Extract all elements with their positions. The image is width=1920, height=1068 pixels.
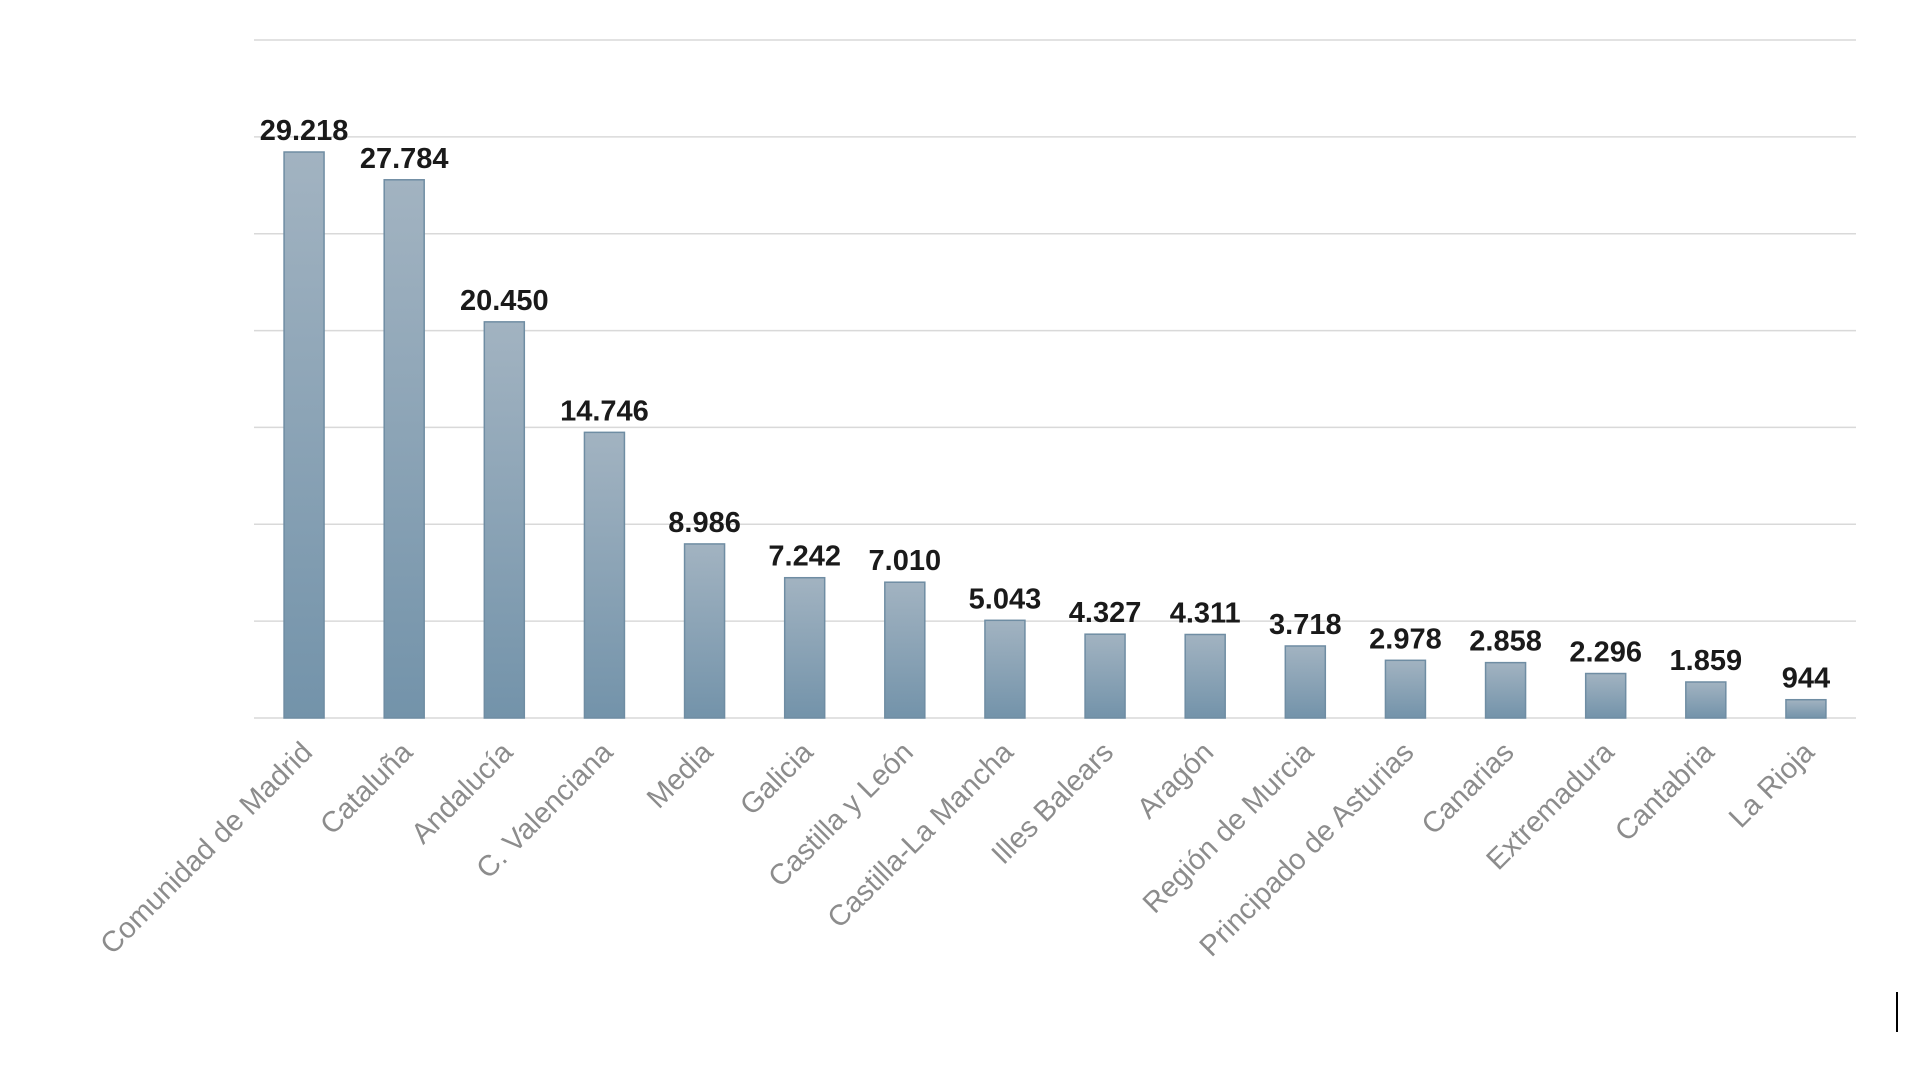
bar bbox=[984, 619, 1026, 719]
data-label: 5.043 bbox=[969, 583, 1042, 615]
data-label: 7.010 bbox=[869, 545, 942, 577]
bar bbox=[1284, 645, 1327, 719]
data-label: 2.978 bbox=[1369, 623, 1442, 655]
bar bbox=[1084, 633, 1126, 719]
data-label: 20.450 bbox=[460, 285, 549, 317]
bar bbox=[1184, 633, 1226, 719]
bar bbox=[483, 321, 526, 719]
bar bbox=[683, 543, 726, 719]
bar bbox=[583, 431, 626, 719]
bar bbox=[783, 576, 826, 719]
data-label: 14.746 bbox=[560, 395, 649, 427]
x-tick-label: Castilla-La Mancha bbox=[822, 736, 1021, 935]
bar bbox=[1384, 659, 1427, 719]
x-tick-label: Comunidad de Madrid bbox=[95, 736, 319, 960]
bar bbox=[283, 151, 325, 719]
data-label: 2.858 bbox=[1469, 626, 1542, 658]
x-tick-label: Galicia bbox=[734, 736, 820, 822]
data-label: 27.784 bbox=[360, 143, 449, 175]
data-label: 944 bbox=[1782, 663, 1830, 695]
bar bbox=[1785, 698, 1827, 719]
bars bbox=[283, 151, 1827, 719]
x-tick-label: Cataluña bbox=[314, 736, 419, 841]
data-label: 8.986 bbox=[668, 507, 741, 539]
data-label: 3.718 bbox=[1269, 609, 1342, 641]
x-tick-label: Región de Murcia bbox=[1137, 736, 1321, 920]
data-label: 7.242 bbox=[768, 541, 841, 573]
x-tick-label: Canarias bbox=[1416, 736, 1521, 841]
x-tick-label: La Rioja bbox=[1723, 736, 1821, 834]
data-label: 2.296 bbox=[1569, 637, 1642, 669]
data-labels: 29.218 27.784 20.450 14.746 8.986 7.242 7.010 5… bbox=[260, 115, 1830, 695]
x-tick-label: Media bbox=[641, 736, 720, 815]
bar bbox=[1584, 672, 1627, 719]
data-label: 1.859 bbox=[1670, 645, 1743, 677]
x-tick-label: Aragón bbox=[1131, 736, 1220, 825]
bar bbox=[884, 581, 926, 719]
bar bbox=[1484, 661, 1527, 719]
data-label: 4.311 bbox=[1170, 597, 1241, 629]
x-tick-label: Cantabria bbox=[1609, 736, 1721, 848]
data-label: 29.218 bbox=[260, 115, 349, 147]
bar bbox=[383, 179, 425, 719]
data-label: 4.327 bbox=[1069, 597, 1142, 629]
bar bbox=[1685, 681, 1727, 719]
